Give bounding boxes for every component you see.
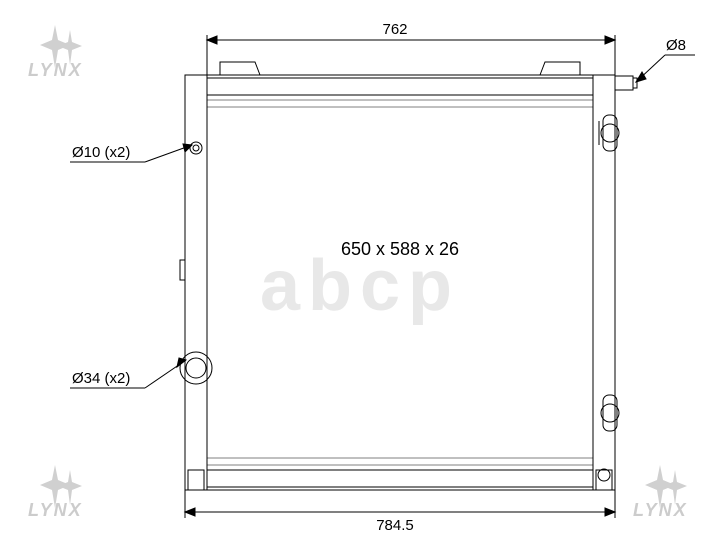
- dimension-bottom: [185, 490, 615, 518]
- dim-top-label: 762: [382, 21, 407, 38]
- dim-left-lower-label: Ø34 (x2): [72, 370, 130, 387]
- dimension-top: [207, 35, 615, 76]
- center-dimensions: 650 x 588 x 26: [341, 239, 459, 259]
- dimension-top-right: [636, 55, 695, 82]
- dim-bottom-label: 784.5: [376, 517, 414, 534]
- dim-top-right-label: Ø8: [666, 37, 686, 54]
- dim-left-upper-label: Ø10 (x2): [72, 144, 130, 161]
- technical-drawing: abcp: [0, 0, 720, 540]
